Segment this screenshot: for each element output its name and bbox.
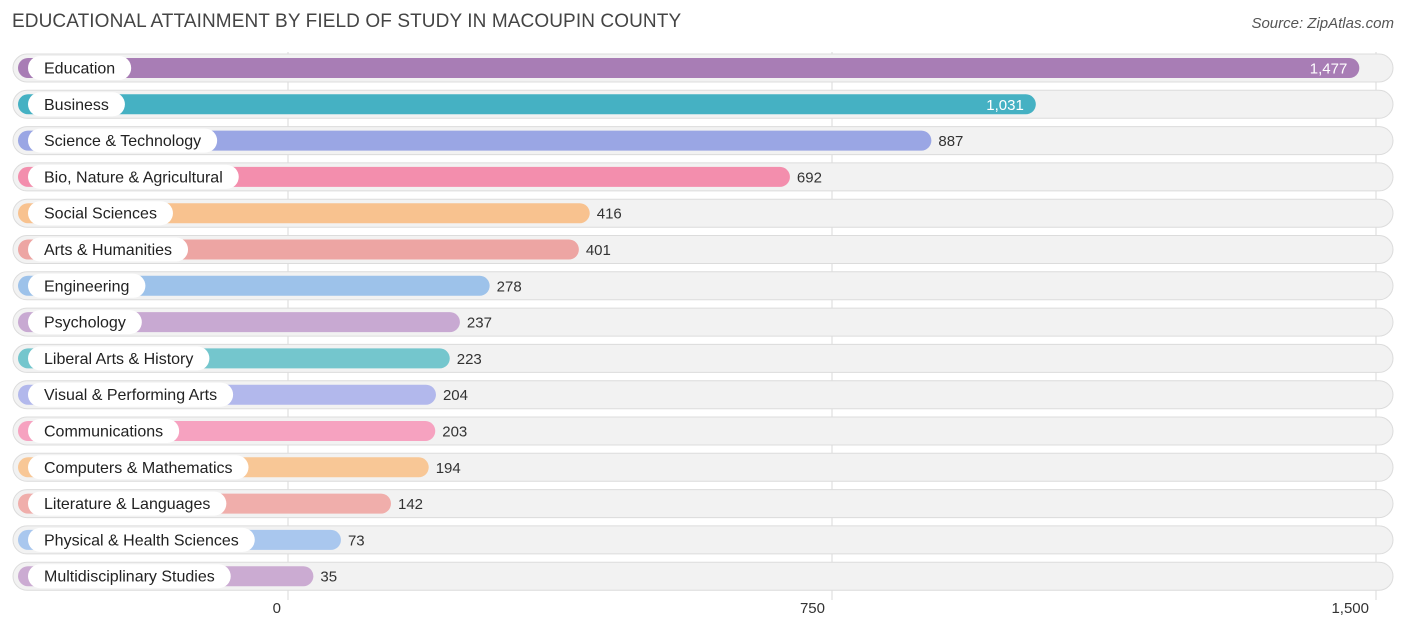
category-label-pill — [28, 310, 142, 335]
value-label: 142 — [398, 496, 423, 513]
value-label: 194 — [436, 460, 461, 477]
value-label: 887 — [938, 133, 963, 150]
category-label-pill — [28, 92, 125, 117]
source-note: Source: ZipAtlas.com — [1251, 15, 1394, 32]
chart-title: EDUCATIONAL ATTAINMENT BY FIELD OF STUDY… — [12, 11, 682, 32]
category-label: Business — [44, 97, 109, 114]
category-label: Literature & Languages — [44, 496, 210, 513]
value-label: 203 — [442, 424, 467, 441]
value-label: 223 — [457, 351, 482, 368]
category-label: Bio, Nature & Agricultural — [44, 169, 223, 186]
category-label: Visual & Performing Arts — [44, 387, 217, 404]
value-label: 278 — [497, 278, 522, 295]
rows-layer: Education 1,477 Business 1,031 Science & Tec… — [12, 53, 1394, 591]
x-tick-label: 750 — [800, 600, 825, 617]
row-background — [12, 525, 1394, 555]
category-label-pill — [28, 164, 239, 189]
category-label: Psychology — [44, 315, 126, 332]
category-label-pill — [28, 382, 234, 407]
category-label-pill — [28, 527, 255, 552]
category-label: Multidisciplinary Studies — [44, 569, 215, 586]
bar — [18, 94, 1036, 115]
value-label: 692 — [797, 169, 822, 186]
category-label-pill — [28, 419, 180, 443]
category-label-pill — [28, 564, 231, 589]
value-label: 401 — [586, 242, 611, 259]
category-label-pill — [28, 273, 146, 298]
value-label: 1,477 — [1310, 61, 1348, 78]
category-label: Liberal Arts & History — [44, 351, 193, 368]
category-label: Communications — [44, 424, 163, 441]
category-label: Arts & Humanities — [44, 242, 172, 259]
row-background — [12, 561, 1394, 591]
category-label: Science & Technology — [44, 133, 201, 150]
value-label: 73 — [348, 532, 365, 549]
value-label: 204 — [443, 387, 468, 404]
bar — [18, 58, 1360, 78]
category-label-pill — [28, 346, 210, 371]
category-label: Social Sciences — [44, 206, 157, 223]
category-label-pill — [28, 201, 173, 226]
category-label-pill — [28, 455, 249, 480]
bar — [18, 130, 932, 151]
category-label-pill — [28, 491, 227, 516]
x-axis: 0 750 1,500 — [273, 600, 1369, 617]
category-label: Engineering — [44, 278, 129, 295]
category-label: Computers & Mathematics — [44, 460, 233, 477]
value-label: 1,031 — [986, 97, 1024, 114]
value-label: 237 — [467, 315, 492, 332]
x-tick-label: 1,500 — [1331, 600, 1369, 617]
category-label-pill — [28, 128, 218, 153]
category-label: Education — [44, 61, 115, 78]
value-label: 35 — [320, 569, 337, 586]
value-label: 416 — [597, 206, 622, 223]
category-label-pill — [28, 56, 132, 80]
category-label: Physical & Health Sciences — [44, 532, 239, 549]
category-label-pill — [28, 237, 189, 262]
x-tick-label: 0 — [273, 600, 281, 617]
